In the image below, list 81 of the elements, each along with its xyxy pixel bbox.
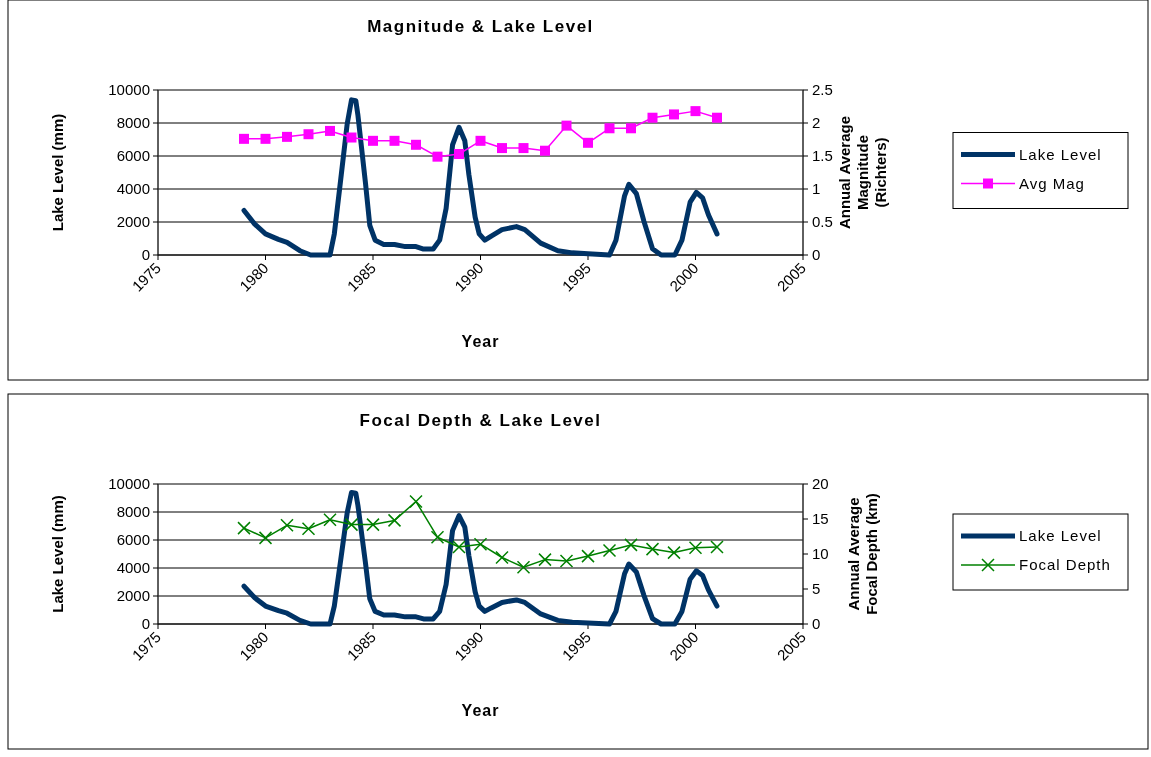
point xyxy=(303,129,314,140)
point xyxy=(516,560,531,575)
point xyxy=(368,135,378,146)
point xyxy=(538,552,552,567)
y2-tick-label: 0 xyxy=(812,246,821,264)
point xyxy=(710,540,724,554)
y-tick-label: 10000 xyxy=(108,475,150,493)
point xyxy=(540,145,550,156)
y2-tick-label: 1 xyxy=(812,180,821,198)
point xyxy=(583,137,593,148)
y2-tick-label: 15 xyxy=(812,510,829,528)
point xyxy=(497,143,507,154)
point xyxy=(452,540,466,554)
y2-tick-label: 0 xyxy=(812,615,821,633)
point xyxy=(645,542,660,556)
point xyxy=(430,530,445,544)
point xyxy=(323,512,337,527)
y-tick-label: 8000 xyxy=(116,503,150,521)
legend-label: Lake Level xyxy=(1019,145,1102,163)
point xyxy=(411,139,421,150)
y2-tick-label: 20 xyxy=(812,475,829,493)
point xyxy=(712,112,722,123)
point xyxy=(559,554,574,568)
point xyxy=(325,125,335,136)
point xyxy=(301,522,316,536)
y-axis-title: Lake Level (mm) xyxy=(49,495,66,613)
y2-tick-label: 2 xyxy=(812,114,821,132)
point xyxy=(387,513,402,528)
point xyxy=(237,521,251,535)
chart-title: Focal Depth & Lake Level xyxy=(359,411,602,430)
point xyxy=(260,133,271,144)
x-axis-title: Year xyxy=(461,702,500,719)
point xyxy=(239,133,249,144)
point xyxy=(258,531,273,545)
point xyxy=(688,540,703,555)
legend-label: Focal Depth xyxy=(1019,556,1111,574)
point xyxy=(602,543,617,558)
y-tick-label: 10000 xyxy=(108,81,150,99)
point xyxy=(518,143,529,154)
point xyxy=(626,123,636,134)
point xyxy=(366,517,380,532)
x-axis-title: Year xyxy=(461,333,500,350)
point xyxy=(280,518,294,533)
point xyxy=(475,135,486,146)
y-axis-title: Lake Level (mm) xyxy=(49,113,66,232)
y-tick-label: 0 xyxy=(141,246,150,264)
y2-tick-label: 0.5 xyxy=(812,213,833,231)
point xyxy=(432,151,443,162)
y2-tick-label: 10 xyxy=(812,545,829,563)
point xyxy=(690,106,701,117)
y-tick-label: 2000 xyxy=(116,587,150,605)
y2-axis-title: Annual Average Magnitude (Richters) xyxy=(836,115,889,230)
point xyxy=(561,120,572,131)
y-tick-label: 4000 xyxy=(116,180,150,198)
y-tick-label: 6000 xyxy=(116,531,150,549)
point xyxy=(669,109,679,120)
y-tick-label: 4000 xyxy=(116,559,150,577)
legend-label: Lake Level xyxy=(1019,527,1102,545)
point xyxy=(495,550,509,565)
point xyxy=(409,494,423,509)
point xyxy=(581,549,595,563)
y2-tick-label: 5 xyxy=(812,580,821,598)
y-tick-label: 2000 xyxy=(116,213,150,231)
point xyxy=(346,132,357,143)
y2-tick-label: 1.5 xyxy=(812,147,833,165)
y-tick-label: 0 xyxy=(141,615,150,633)
point xyxy=(667,545,681,560)
point xyxy=(647,112,658,123)
y2-axis-title: Annual Average Focal Depth (km) xyxy=(845,493,880,615)
point xyxy=(604,123,615,134)
point xyxy=(389,135,400,146)
point xyxy=(454,149,464,160)
y-tick-label: 8000 xyxy=(116,114,150,132)
point xyxy=(473,537,488,551)
legend-label: Avg Mag xyxy=(1019,174,1085,192)
y2-tick-label: 2.5 xyxy=(812,81,833,99)
y-tick-label: 6000 xyxy=(116,147,150,165)
chart-title: Magnitude & Lake Level xyxy=(367,17,594,36)
point xyxy=(344,517,359,532)
point xyxy=(282,131,292,142)
point xyxy=(624,538,638,552)
